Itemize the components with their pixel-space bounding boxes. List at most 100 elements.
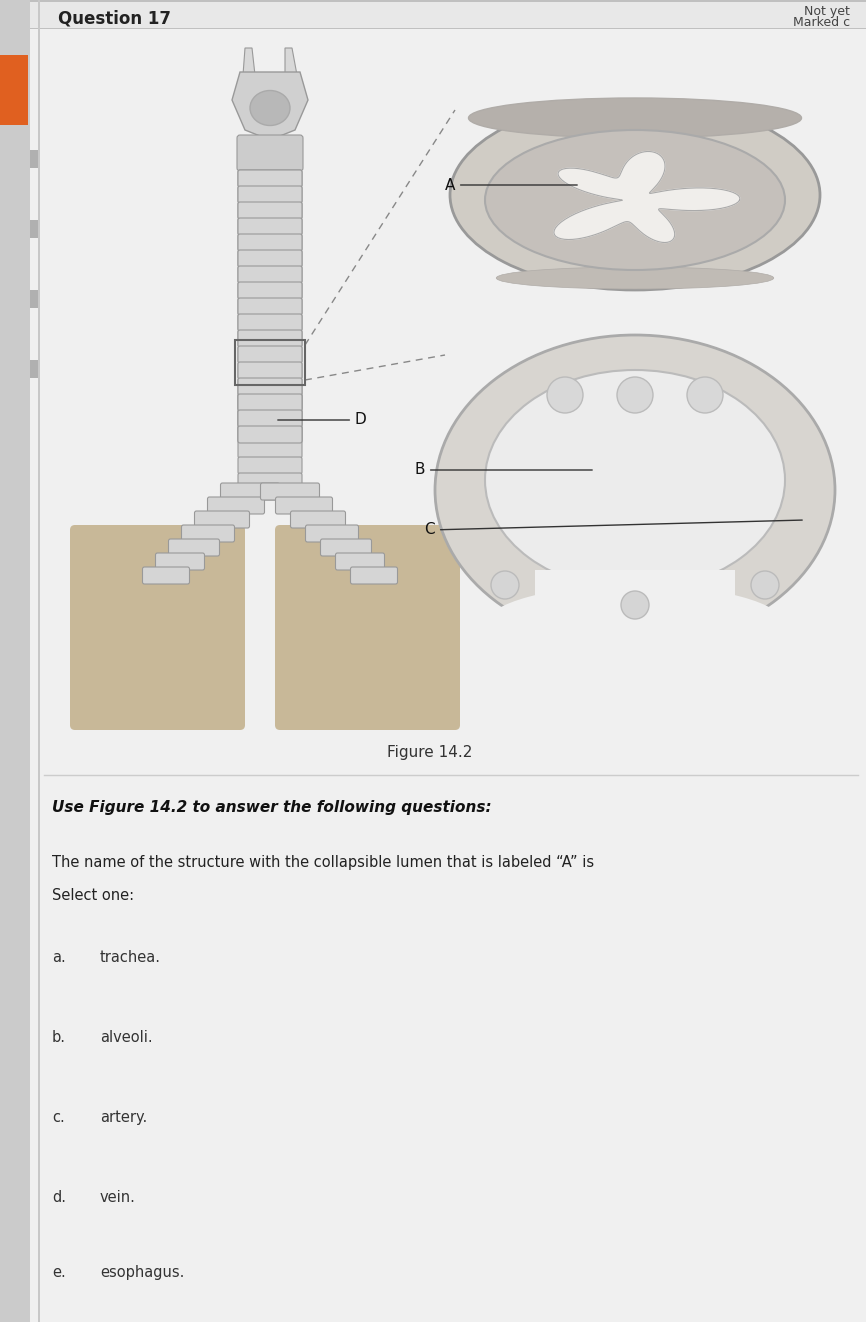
FancyBboxPatch shape: [143, 567, 190, 584]
Bar: [0, 56, 28, 126]
Text: vein.: vein.: [100, 1190, 136, 1204]
FancyBboxPatch shape: [238, 297, 302, 315]
Bar: [30, 0, 866, 3]
FancyBboxPatch shape: [238, 234, 302, 251]
Polygon shape: [232, 71, 308, 140]
FancyBboxPatch shape: [275, 525, 460, 730]
Polygon shape: [554, 152, 740, 242]
Circle shape: [617, 377, 653, 412]
FancyBboxPatch shape: [182, 525, 235, 542]
FancyBboxPatch shape: [238, 266, 302, 283]
FancyBboxPatch shape: [238, 330, 302, 346]
Polygon shape: [243, 48, 255, 81]
Bar: [0, 0, 28, 1322]
Text: The name of the structure with the collapsible lumen that is labeled “A” is: The name of the structure with the colla…: [52, 855, 594, 870]
FancyBboxPatch shape: [238, 362, 302, 379]
Circle shape: [491, 571, 519, 599]
Circle shape: [547, 377, 583, 412]
FancyBboxPatch shape: [238, 186, 302, 204]
FancyBboxPatch shape: [238, 410, 302, 427]
FancyBboxPatch shape: [238, 250, 302, 267]
Text: Use Figure 14.2 to answer the following questions:: Use Figure 14.2 to answer the following …: [52, 800, 492, 814]
FancyBboxPatch shape: [238, 266, 302, 283]
FancyBboxPatch shape: [221, 483, 280, 500]
FancyBboxPatch shape: [238, 282, 302, 299]
FancyBboxPatch shape: [238, 426, 302, 443]
Bar: [535, 570, 735, 650]
FancyBboxPatch shape: [238, 250, 302, 267]
FancyBboxPatch shape: [238, 330, 302, 346]
FancyBboxPatch shape: [70, 525, 245, 730]
FancyBboxPatch shape: [238, 378, 302, 395]
Text: C: C: [424, 520, 802, 538]
Text: e.: e.: [52, 1265, 66, 1280]
Circle shape: [621, 591, 649, 619]
FancyBboxPatch shape: [238, 394, 302, 411]
Bar: [30, 219, 38, 238]
Text: Not yet: Not yet: [805, 5, 850, 19]
Text: alveoli.: alveoli.: [100, 1030, 152, 1044]
FancyBboxPatch shape: [335, 553, 385, 570]
FancyBboxPatch shape: [238, 282, 302, 299]
FancyBboxPatch shape: [238, 426, 302, 443]
FancyBboxPatch shape: [238, 346, 302, 364]
Ellipse shape: [435, 334, 835, 645]
FancyBboxPatch shape: [208, 497, 264, 514]
Bar: [30, 0, 866, 28]
Circle shape: [751, 571, 779, 599]
Bar: [245, 172, 295, 430]
Text: Marked c: Marked c: [793, 16, 850, 29]
FancyBboxPatch shape: [238, 362, 302, 379]
FancyBboxPatch shape: [320, 539, 372, 557]
Text: c.: c.: [52, 1110, 65, 1125]
FancyBboxPatch shape: [238, 186, 302, 204]
FancyBboxPatch shape: [237, 135, 303, 171]
Ellipse shape: [485, 370, 785, 590]
FancyBboxPatch shape: [238, 234, 302, 251]
Text: Select one:: Select one:: [52, 888, 134, 903]
Text: b.: b.: [52, 1030, 66, 1044]
Ellipse shape: [469, 98, 802, 137]
FancyBboxPatch shape: [275, 497, 333, 514]
FancyBboxPatch shape: [195, 512, 249, 527]
FancyBboxPatch shape: [290, 512, 346, 527]
Ellipse shape: [250, 90, 290, 126]
Bar: [30, 149, 38, 168]
Ellipse shape: [485, 130, 785, 270]
FancyBboxPatch shape: [238, 218, 302, 235]
FancyBboxPatch shape: [238, 202, 302, 219]
FancyBboxPatch shape: [169, 539, 219, 557]
Circle shape: [687, 377, 723, 412]
Text: B: B: [415, 463, 592, 477]
FancyBboxPatch shape: [238, 202, 302, 219]
Text: d.: d.: [52, 1190, 66, 1204]
Ellipse shape: [485, 586, 785, 665]
FancyBboxPatch shape: [238, 171, 302, 186]
FancyBboxPatch shape: [238, 297, 302, 315]
FancyBboxPatch shape: [238, 408, 302, 426]
FancyBboxPatch shape: [238, 378, 302, 395]
FancyBboxPatch shape: [238, 315, 302, 330]
Bar: [30, 360, 38, 378]
FancyBboxPatch shape: [351, 567, 397, 584]
FancyBboxPatch shape: [238, 442, 302, 457]
FancyBboxPatch shape: [238, 394, 302, 411]
FancyBboxPatch shape: [306, 525, 359, 542]
FancyBboxPatch shape: [261, 483, 320, 500]
Text: Figure 14.2: Figure 14.2: [387, 746, 473, 760]
Text: D: D: [278, 412, 366, 427]
FancyBboxPatch shape: [238, 171, 302, 186]
FancyBboxPatch shape: [238, 410, 302, 427]
Bar: [235, 340, 305, 385]
Bar: [30, 290, 38, 308]
Bar: [30, 30, 866, 760]
Text: a.: a.: [52, 951, 66, 965]
FancyBboxPatch shape: [238, 424, 302, 442]
Text: Question 17: Question 17: [58, 9, 171, 26]
Text: trachea.: trachea.: [100, 951, 161, 965]
FancyBboxPatch shape: [238, 457, 302, 475]
FancyBboxPatch shape: [156, 553, 204, 570]
Bar: [38, 0, 40, 1322]
FancyBboxPatch shape: [238, 393, 302, 410]
FancyBboxPatch shape: [238, 315, 302, 330]
